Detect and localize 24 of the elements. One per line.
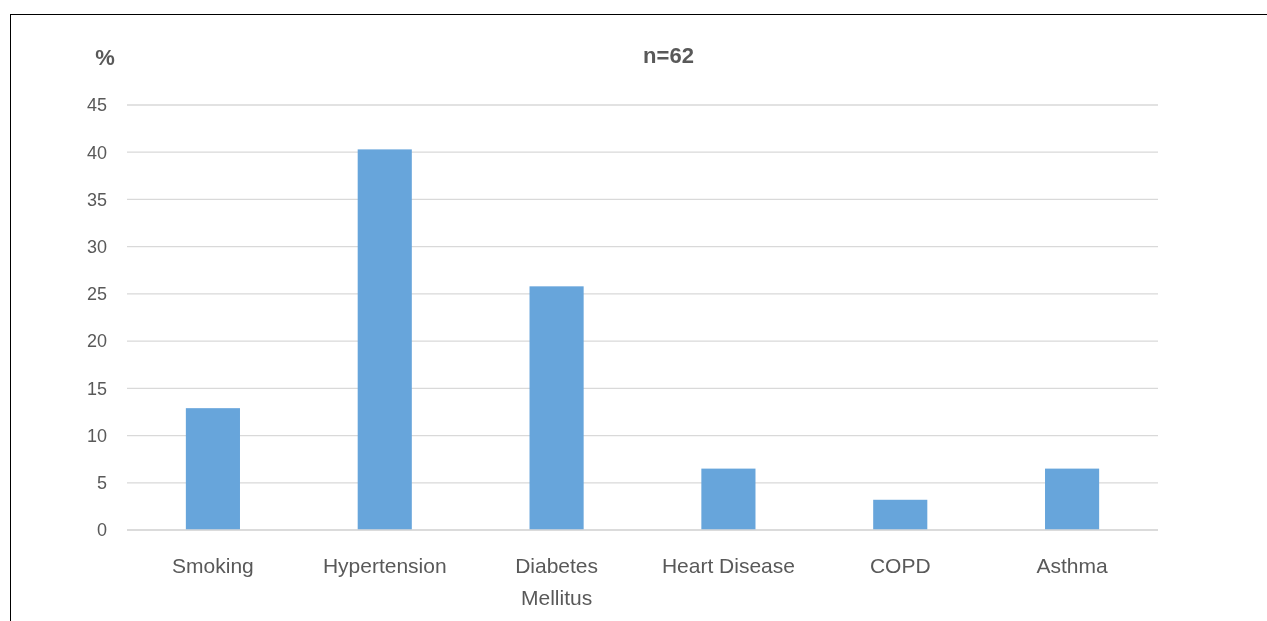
x-tick-label: Asthma	[1036, 554, 1108, 577]
y-tick-label: 10	[86, 425, 107, 446]
x-tick-label: Diabetes Mellitus	[515, 554, 599, 609]
x-tick-label: Hypertension	[322, 554, 447, 577]
y-tick-label: 0	[96, 520, 107, 541]
bar	[701, 468, 756, 530]
y-tick-label: 40	[86, 142, 107, 163]
x-tick-label: Smoking	[172, 554, 254, 577]
y-tick-label: 45	[86, 95, 107, 116]
y-tick-label: 30	[86, 236, 107, 257]
y-tick-label: 5	[96, 473, 107, 494]
bar	[873, 499, 928, 530]
y-tick-label: 15	[86, 378, 107, 399]
x-tick-label: COPD	[869, 554, 931, 577]
y-tick-label: 25	[86, 284, 107, 305]
y-tick-label: 20	[86, 331, 107, 352]
y-tick-label: 35	[86, 189, 107, 210]
y-axis-title: %	[95, 45, 115, 70]
chart-title: n=62	[643, 43, 694, 68]
bar	[529, 286, 584, 530]
bar	[357, 149, 412, 530]
bar	[1045, 468, 1100, 530]
x-tick-label: Heart Disease	[661, 554, 795, 577]
bar	[185, 408, 240, 530]
